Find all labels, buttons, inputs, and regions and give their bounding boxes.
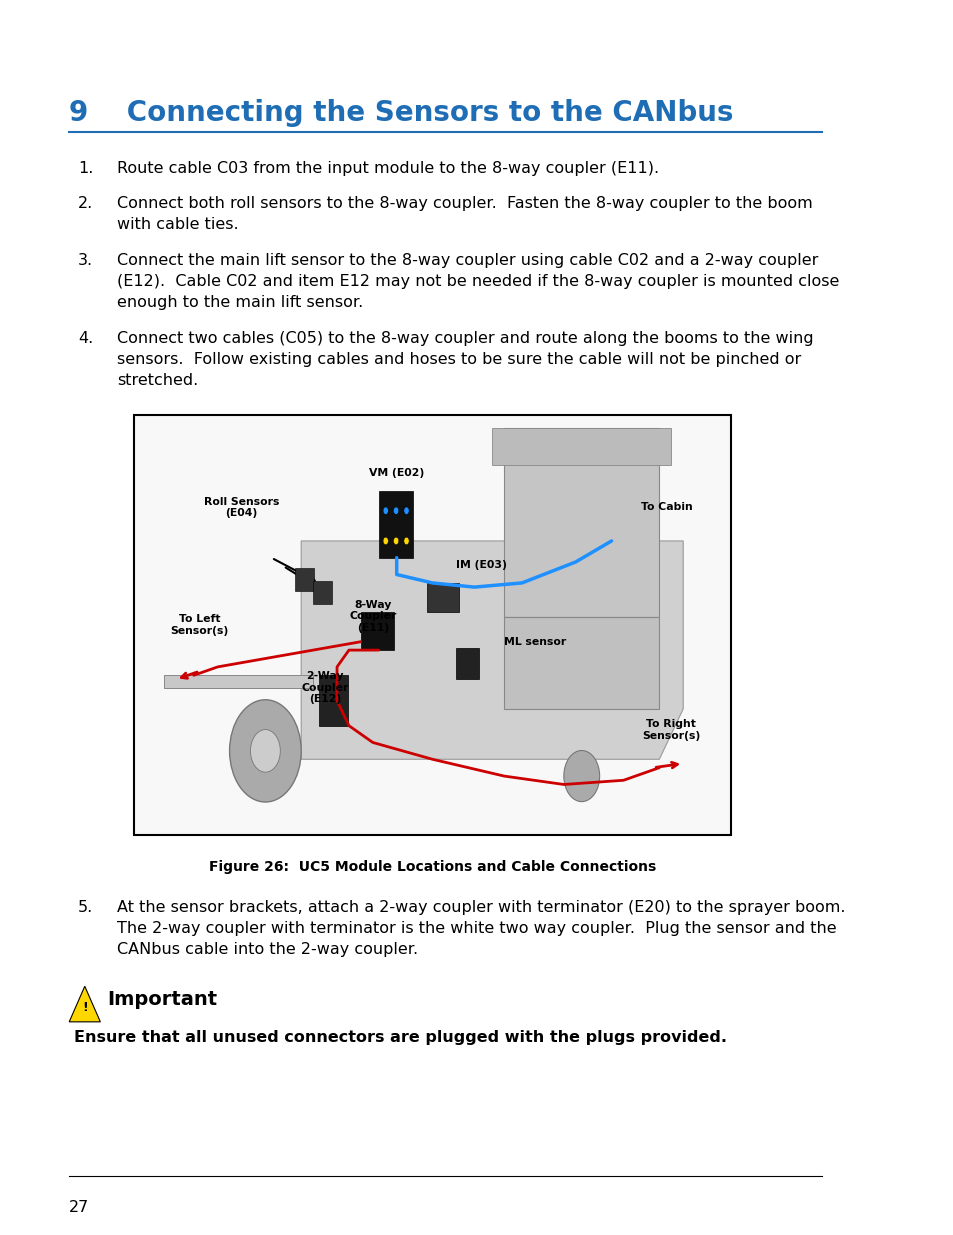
- Bar: [426, 583, 459, 613]
- Circle shape: [393, 508, 398, 515]
- Text: IM (E03): IM (E03): [456, 561, 507, 571]
- Circle shape: [230, 700, 301, 802]
- Circle shape: [383, 537, 388, 545]
- Circle shape: [383, 508, 388, 515]
- Text: 2.: 2.: [78, 196, 93, 211]
- Bar: [294, 568, 314, 592]
- Text: The 2-way coupler with terminator is the white two way coupler.  Plug the sensor: The 2-way coupler with terminator is the…: [116, 921, 836, 936]
- Text: sensors.  Follow existing cables and hoses to be sure the cable will not be pinc: sensors. Follow existing cables and hose…: [116, 352, 801, 367]
- Text: Connect both roll sensors to the 8-way coupler.  Fasten the 8-way coupler to the: Connect both roll sensors to the 8-way c…: [116, 196, 812, 211]
- Polygon shape: [503, 427, 659, 616]
- Text: 4.: 4.: [78, 331, 93, 346]
- Text: (E12).  Cable C02 and item E12 may not be needed if the 8-way coupler is mounted: (E12). Cable C02 and item E12 may not be…: [116, 274, 839, 289]
- Text: CANbus cable into the 2-way coupler.: CANbus cable into the 2-way coupler.: [116, 942, 417, 957]
- Text: stretched.: stretched.: [116, 373, 198, 388]
- Text: 3.: 3.: [78, 253, 92, 268]
- Circle shape: [393, 537, 398, 545]
- Polygon shape: [503, 616, 659, 709]
- Text: VM (E02): VM (E02): [369, 468, 424, 478]
- Text: Connect the main lift sensor to the 8-way coupler using cable C02 and a 2-way co: Connect the main lift sensor to the 8-wa…: [116, 253, 818, 268]
- Text: enough to the main lift sensor.: enough to the main lift sensor.: [116, 295, 363, 310]
- Circle shape: [403, 508, 409, 515]
- Polygon shape: [301, 541, 682, 760]
- Text: Connect two cables (C05) to the 8-way coupler and route along the booms to the w: Connect two cables (C05) to the 8-way co…: [116, 331, 813, 346]
- Polygon shape: [492, 427, 671, 466]
- Text: Route cable C03 from the input module to the 8-way coupler (E11).: Route cable C03 from the input module to…: [116, 161, 659, 175]
- Text: Important: Important: [107, 990, 217, 1009]
- Circle shape: [251, 730, 280, 772]
- Text: Roll Sensors
(E04): Roll Sensors (E04): [204, 496, 279, 519]
- Text: Ensure that all unused connectors are plugged with the plugs provided.: Ensure that all unused connectors are pl…: [73, 1030, 726, 1045]
- Text: 8-Way
Coupler
(E11): 8-Way Coupler (E11): [349, 600, 396, 632]
- Text: 1.: 1.: [78, 161, 93, 175]
- Circle shape: [563, 751, 599, 802]
- Polygon shape: [70, 987, 100, 1021]
- Bar: [134, 415, 730, 835]
- Bar: [164, 676, 313, 688]
- Bar: [360, 613, 394, 650]
- Bar: [456, 648, 478, 679]
- Text: 9    Connecting the Sensors to the CANbus: 9 Connecting the Sensors to the CANbus: [70, 99, 733, 127]
- Bar: [378, 490, 413, 558]
- Text: 5.: 5.: [78, 900, 93, 915]
- Text: ML sensor: ML sensor: [503, 637, 566, 647]
- Text: !: !: [82, 1002, 88, 1014]
- Circle shape: [403, 537, 409, 545]
- Text: At the sensor brackets, attach a 2-way coupler with terminator (E20) to the spra: At the sensor brackets, attach a 2-way c…: [116, 900, 844, 915]
- Text: 27: 27: [70, 1200, 90, 1215]
- Text: 2-Way
Coupler
(E12): 2-Way Coupler (E12): [301, 671, 349, 704]
- Text: To Cabin: To Cabin: [640, 503, 693, 513]
- Text: To Right
Sensor(s): To Right Sensor(s): [641, 719, 700, 741]
- Bar: [318, 676, 348, 726]
- Bar: [313, 580, 332, 604]
- Text: Figure 26:  UC5 Module Locations and Cable Connections: Figure 26: UC5 Module Locations and Cabl…: [209, 860, 656, 873]
- Text: with cable ties.: with cable ties.: [116, 217, 238, 232]
- Text: To Left
Sensor(s): To Left Sensor(s): [171, 614, 229, 636]
